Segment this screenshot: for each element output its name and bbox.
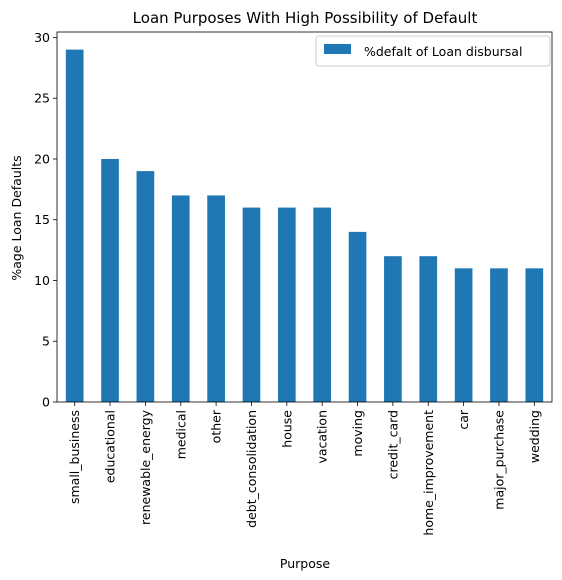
- y-tick-label: 30: [34, 30, 50, 45]
- x-tick-label: credit_card: [385, 410, 400, 479]
- x-tick-label: house: [279, 410, 294, 448]
- bar-medical: [171, 195, 190, 402]
- bar-credit_card: [384, 256, 402, 402]
- bar-vacation: [313, 207, 332, 402]
- x-tick-label: vacation: [315, 410, 330, 464]
- bar-major_purchase: [490, 268, 508, 402]
- plot-frame: [56, 31, 553, 403]
- plot-area: small_business educational renewable_energ…: [34, 30, 553, 536]
- bar-small_business: [65, 49, 84, 402]
- bar-debt_consolidation: [242, 207, 261, 402]
- bar-car: [454, 268, 473, 402]
- y-tick-label: 5: [42, 334, 50, 349]
- bar-renewable_energy: [136, 171, 155, 402]
- x-tick-label: small_business: [67, 410, 82, 504]
- x-tick-label: home_improvement: [421, 410, 436, 536]
- x-tick-label: debt_consolidation: [244, 410, 259, 528]
- legend-box: [315, 35, 551, 67]
- y-tick-label: 0: [42, 395, 50, 410]
- chart-title: Loan Purposes With High Possibility of D…: [133, 9, 478, 27]
- x-tick-label: other: [209, 409, 224, 443]
- x-tick-label: educational: [103, 410, 118, 483]
- x-tick-label: moving: [350, 410, 365, 457]
- y-tick-label: 10: [34, 273, 50, 288]
- x-tick-label: medical: [173, 410, 188, 459]
- bar-other: [207, 195, 225, 402]
- x-tick-label: car: [456, 409, 471, 430]
- x-axis-label: Purpose: [280, 556, 330, 571]
- x-tick-label: renewable_energy: [138, 409, 153, 525]
- bar-educational: [101, 158, 119, 402]
- y-tick-label: 20: [34, 151, 50, 166]
- legend-swatch: [324, 44, 351, 54]
- y-tick-label: 15: [34, 212, 50, 227]
- bar-home_improvement: [419, 256, 438, 402]
- bar-moving: [348, 231, 367, 402]
- y-tick-label: 25: [34, 91, 50, 106]
- y-axis-label: %age Loan Defaults: [9, 155, 24, 280]
- bar-house: [277, 207, 296, 402]
- x-tick-label: major_purchase: [491, 410, 506, 510]
- legend-label: %defalt of Loan disbursal: [364, 44, 522, 59]
- legend: %defalt of Loan disbursal: [315, 35, 551, 67]
- x-tick-label: wedding: [527, 410, 542, 463]
- bar-wedding: [525, 268, 544, 402]
